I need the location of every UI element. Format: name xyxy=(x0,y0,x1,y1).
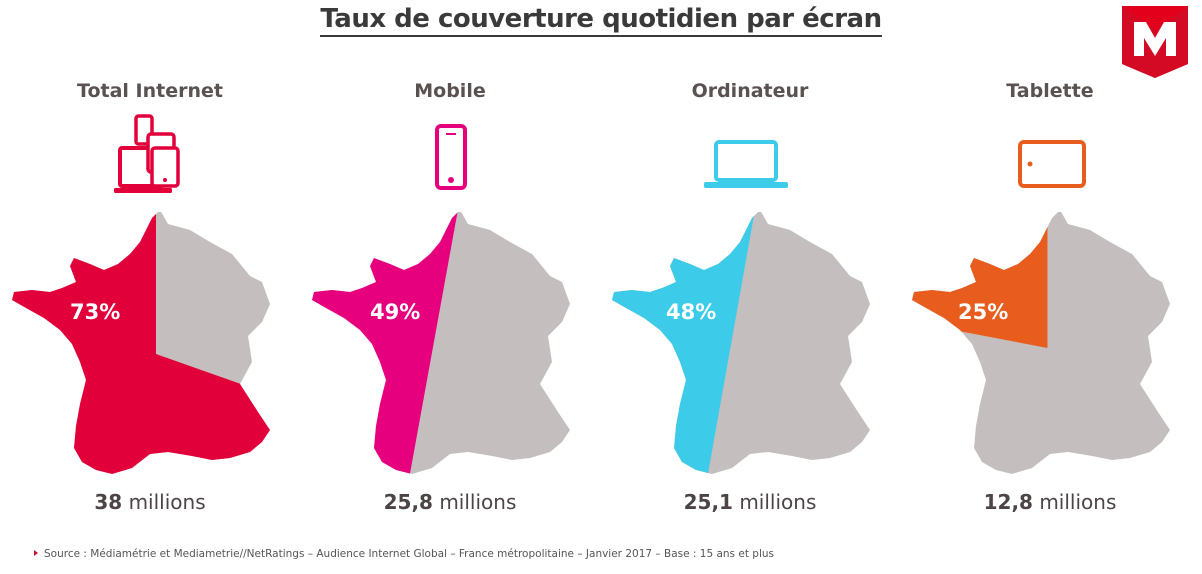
device-icon-wrapper xyxy=(435,124,467,190)
coverage-value: 73% xyxy=(70,300,121,324)
tablet-icon xyxy=(1018,140,1086,188)
france-map xyxy=(612,212,870,474)
coverage-area xyxy=(912,212,1048,348)
series-label: Mobile xyxy=(414,80,486,102)
laptop-icon xyxy=(704,140,788,188)
multi-device-icon xyxy=(114,114,180,193)
series-label: Ordinateur xyxy=(691,80,809,102)
series-label: Total Internet xyxy=(77,80,223,102)
coverage-area xyxy=(12,212,270,474)
audience-value: 38 millions xyxy=(94,490,206,514)
france-map xyxy=(12,212,270,474)
mediametrie-logo-icon xyxy=(1122,6,1188,78)
device-icon-wrapper xyxy=(1018,140,1086,188)
device-icon-wrapper xyxy=(114,114,180,193)
panel-ordinateur: Ordinateur 48% 25,1 millions xyxy=(600,0,900,574)
coverage-value: 49% xyxy=(370,300,421,324)
coverage-value: 25% xyxy=(958,300,1009,324)
device-icon-wrapper xyxy=(704,140,788,188)
panel-tablette: Tablette 25% 12,8 millions xyxy=(900,0,1200,574)
bullet-icon xyxy=(34,550,38,556)
audience-value: 25,1 millions xyxy=(683,490,817,514)
france-map xyxy=(912,212,1170,474)
chart-title: Taux de couverture quotidien par écran xyxy=(0,4,1202,37)
source-note: Source : Médiamétrie et Mediametrie//Net… xyxy=(34,548,774,560)
smartphone-icon xyxy=(435,124,467,190)
series-label: Tablette xyxy=(1006,80,1094,102)
audience-value: 12,8 millions xyxy=(983,490,1117,514)
audience-value: 25,8 millions xyxy=(383,490,517,514)
coverage-value: 48% xyxy=(666,300,717,324)
france-map xyxy=(312,212,570,474)
panel-total-internet: Total Internet 73% 38 millions xyxy=(0,0,300,574)
panel-mobile: Mobile 49% 25,8 millions xyxy=(300,0,600,574)
